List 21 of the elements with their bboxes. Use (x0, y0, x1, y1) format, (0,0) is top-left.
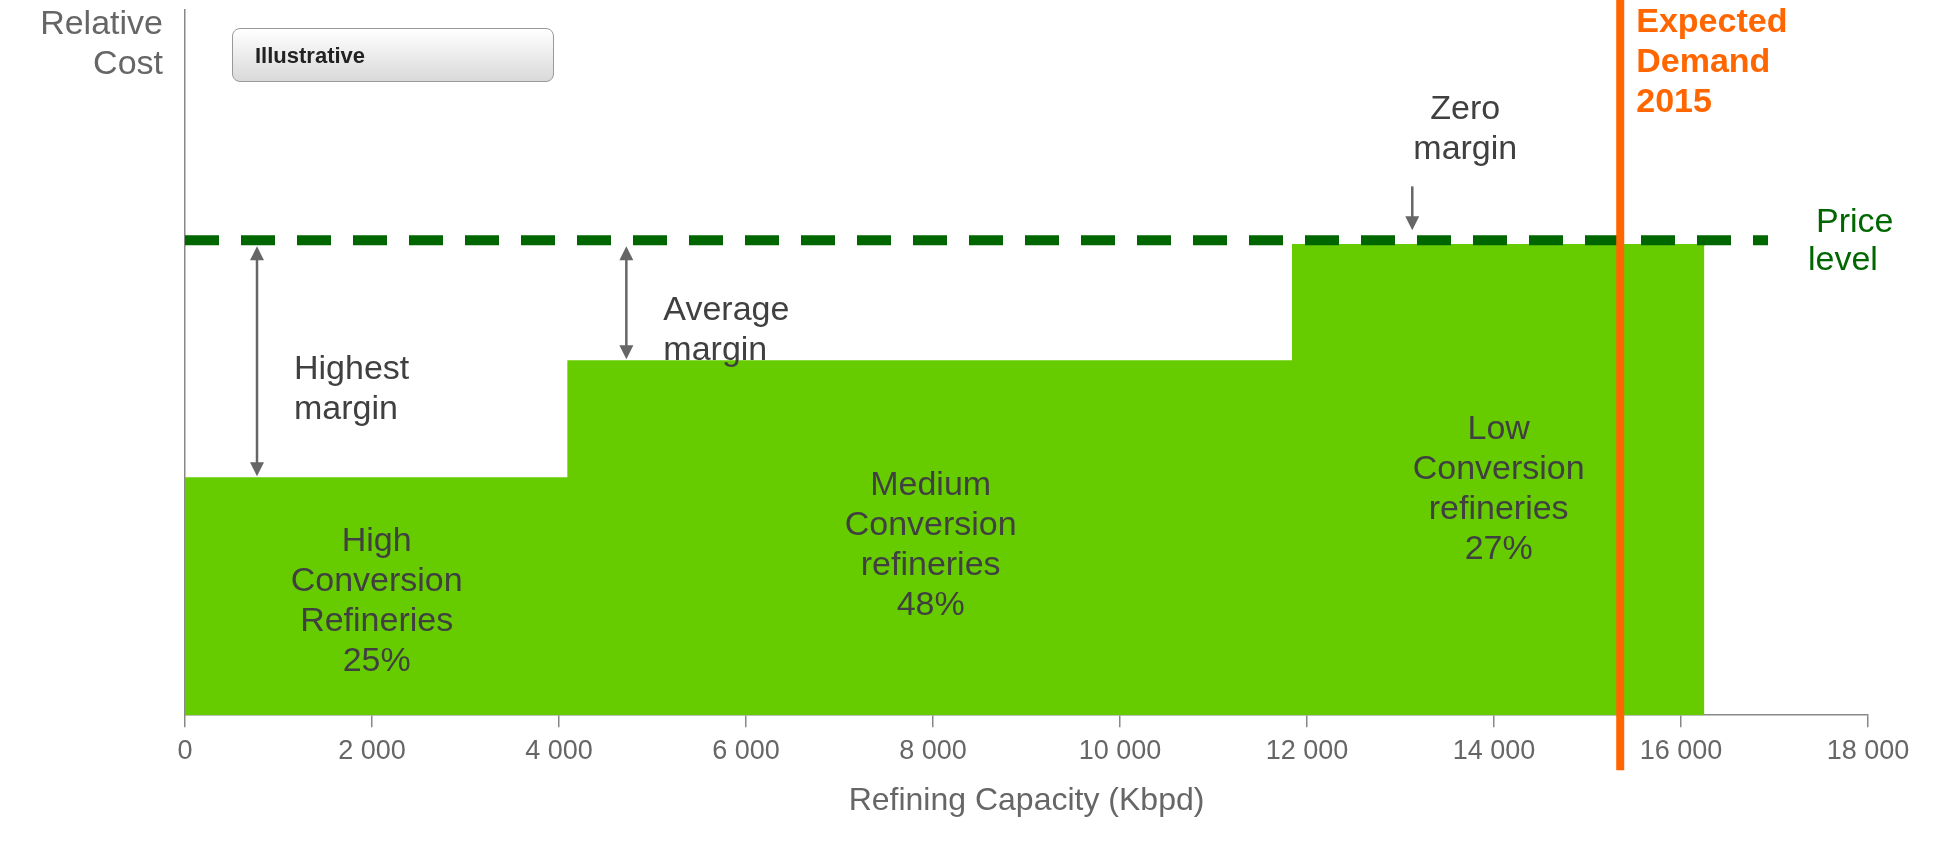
annotation: Medium Conversion refineries 48% (844, 463, 1017, 622)
ref-line-label: Price level (1808, 200, 1894, 277)
x-tick-label: 16 000 (1639, 734, 1723, 765)
text: Illustrative (232, 28, 554, 82)
x-tick-label: 10 000 (1078, 734, 1162, 765)
annotation: Low Conversion refineries 27% (1412, 407, 1585, 566)
y-axis-title: Relative Cost (40, 3, 164, 82)
x-tick-label: 18 000 (1826, 734, 1910, 765)
ref-line-label: Expected Demand 2015 (1636, 1, 1788, 120)
x-tick-label: 6 000 (712, 734, 780, 765)
x-tick-label: 4 000 (525, 734, 593, 765)
annotation: Highest margin (294, 347, 410, 426)
annotation: High Conversion Refineries 25% (290, 519, 463, 678)
text: Zero margin (1413, 87, 1518, 166)
annotation: Average margin (663, 289, 790, 368)
x-tick-label: 8 000 (899, 734, 967, 765)
x-axis-title: Refining Capacity (Kbpd) (848, 780, 1205, 817)
x-tick-label: 0 (177, 734, 193, 765)
x-tick-label: 14 000 (1452, 734, 1536, 765)
x-tick-label: 2 000 (338, 734, 406, 765)
x-tick-label: 12 000 (1265, 734, 1349, 765)
